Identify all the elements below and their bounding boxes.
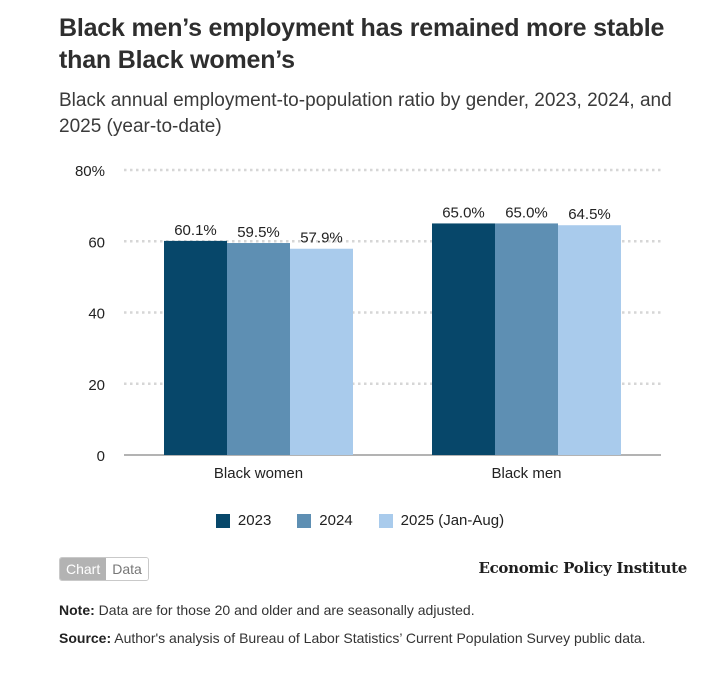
y-axis-ticks: 0 20 40 60 80% bbox=[75, 163, 105, 465]
bar-2024-black-women bbox=[227, 243, 290, 455]
data-label: 65.0% bbox=[442, 204, 485, 221]
chart-title: Black men’s employment has remained more… bbox=[59, 14, 665, 74]
bar-2023-black-women bbox=[164, 240, 227, 455]
note-text: Data are for those 20 and older and are … bbox=[94, 602, 475, 618]
y-tick-label: 80% bbox=[75, 163, 105, 180]
y-tick-label: 60 bbox=[88, 234, 105, 251]
data-tab[interactable]: Data bbox=[106, 558, 148, 580]
source-label: Source: bbox=[59, 630, 112, 646]
bar-2024-black-men bbox=[495, 223, 558, 455]
x-axis-categories: Black women Black men bbox=[214, 465, 562, 482]
x-category-label: Black women bbox=[214, 465, 303, 482]
bar-2025-black-men bbox=[558, 225, 621, 455]
data-label: 64.5% bbox=[568, 206, 611, 223]
data-labels: 60.1% 59.5% 57.9% 65.0% 65.0% 64.5% bbox=[174, 204, 611, 246]
epi-logo: Economic Policy Institute bbox=[478, 559, 687, 577]
bars bbox=[164, 223, 621, 455]
legend-label: 2024 bbox=[319, 512, 353, 529]
legend-item: 2025 (Jan-Aug) bbox=[378, 512, 505, 529]
legend-swatch bbox=[378, 513, 393, 528]
source-text: Author's analysis of Bureau of Labor Sta… bbox=[111, 630, 646, 646]
note-label: Note: bbox=[59, 602, 95, 618]
y-tick-label: 20 bbox=[88, 377, 105, 394]
chart-source: Source: Author's analysis of Bureau of L… bbox=[59, 628, 679, 649]
legend-label: 2025 (Jan-Aug) bbox=[400, 512, 505, 529]
y-tick-label: 40 bbox=[88, 306, 105, 323]
legend: 2023 2024 2025 (Jan-Aug) bbox=[0, 512, 720, 529]
legend-swatch bbox=[215, 513, 230, 528]
bar-2025-black-women bbox=[290, 248, 353, 455]
data-label: 60.1% bbox=[174, 222, 217, 239]
data-label: 59.5% bbox=[237, 224, 280, 241]
chart-tab[interactable]: Chart bbox=[60, 558, 107, 580]
legend-swatch bbox=[297, 513, 312, 528]
bar-chart: 0 20 40 60 80% 60.1% 59.5% 57.9% 65.0% 65.0% 64.5… bbox=[75, 163, 661, 482]
legend-item: 2024 bbox=[297, 512, 353, 529]
chart-subtitle: Black annual employment-to-population ra… bbox=[59, 90, 672, 137]
data-label: 65.0% bbox=[505, 204, 548, 221]
view-toggle: Chart Data bbox=[59, 557, 149, 581]
legend-label: 2023 bbox=[237, 512, 272, 529]
legend-item: 2023 bbox=[215, 512, 272, 529]
x-category-label: Black men bbox=[491, 465, 561, 482]
y-tick-label: 0 bbox=[97, 448, 105, 465]
data-label: 57.9% bbox=[300, 230, 343, 247]
bar-2023-black-men bbox=[432, 223, 495, 455]
chart-note: Note: Data are for those 20 and older an… bbox=[59, 600, 699, 620]
